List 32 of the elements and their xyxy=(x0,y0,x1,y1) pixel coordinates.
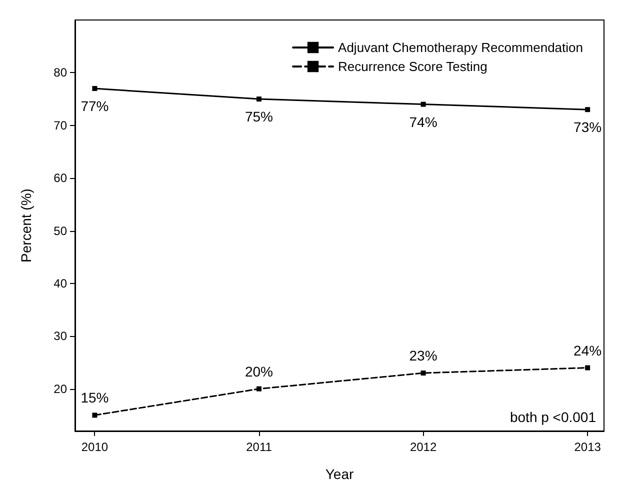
data-label: 75% xyxy=(244,108,274,125)
point xyxy=(92,86,98,91)
y-tick-label: 40 xyxy=(54,276,68,290)
data-label: 15% xyxy=(80,390,109,406)
y-tick-label: 30 xyxy=(54,329,68,344)
x-tick-label: 2013 xyxy=(574,440,602,454)
y-axis-title: Percent (%) xyxy=(18,188,34,262)
annotation: both p <0.001 xyxy=(510,409,596,425)
point xyxy=(585,365,590,370)
y-tick-label: 20 xyxy=(54,382,68,396)
data-label: 74% xyxy=(409,114,438,130)
y-tick-label: 60 xyxy=(54,171,68,186)
legend-label: Recurrence Score Testing xyxy=(338,59,488,74)
data-label: 77% xyxy=(80,98,109,114)
data-label: 23% xyxy=(409,348,438,364)
data-label: 24% xyxy=(574,342,602,358)
point xyxy=(256,386,262,392)
legend-label: Adjuvant Chemotherapy Recommendation xyxy=(338,40,583,55)
x-tick-label: 2011 xyxy=(246,440,272,454)
point xyxy=(420,102,426,107)
y-tick-label: 80 xyxy=(54,66,68,80)
y-tick-label: 70 xyxy=(54,118,68,132)
point xyxy=(420,370,426,376)
point xyxy=(256,96,262,102)
data-label: 73% xyxy=(574,119,602,136)
x-tick-label: 2012 xyxy=(410,440,437,454)
y-tick-label: 50 xyxy=(54,224,68,238)
point xyxy=(585,107,590,112)
point xyxy=(92,412,98,418)
x-axis-title: Year xyxy=(325,466,354,482)
data-label: 20% xyxy=(244,363,274,380)
x-tick-label: 2010 xyxy=(81,440,108,454)
